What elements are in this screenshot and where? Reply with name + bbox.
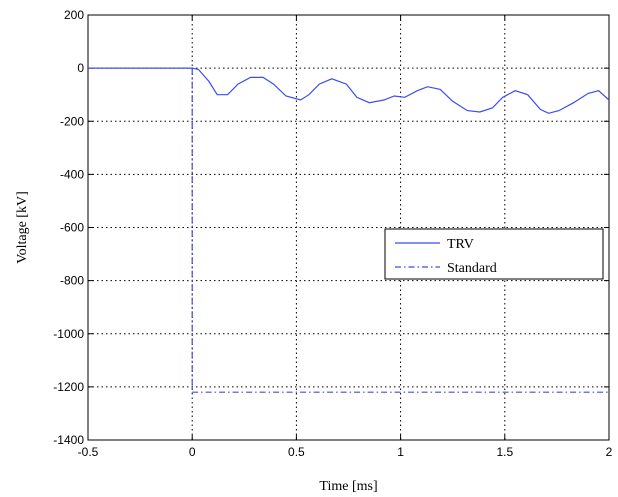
legend-box	[384, 228, 604, 280]
y-tick-label: -1000	[53, 327, 84, 341]
x-axis-title: Time [ms]	[319, 479, 377, 494]
axis-ticks: -0.5 0 0.5 1 1.5 2 200 0 -200 -400 -600 -800 -1000 -1…	[53, 8, 612, 459]
x-tick-label: 1.5	[496, 445, 513, 459]
grid	[88, 15, 609, 440]
legend: TRV Standard	[384, 228, 604, 280]
series-line-trv	[88, 67, 610, 114]
x-tick-label: 0	[189, 445, 196, 459]
x-tick-label: 1	[397, 445, 404, 459]
y-tick-label: -400	[60, 167, 84, 181]
x-tick-label: 0.5	[288, 445, 305, 459]
y-tick-label: -1400	[53, 433, 84, 447]
series-line-standard	[191, 68, 609, 393]
y-tick-label: -600	[60, 221, 84, 235]
legend-label-standard: Standard	[447, 261, 497, 276]
y-tick-label: -800	[60, 274, 84, 288]
x-tick-label: 2	[606, 445, 613, 459]
legend-label-trv: TRV	[447, 237, 474, 252]
y-axis-title: Voltage [kV]	[15, 191, 30, 263]
y-tick-label: 0	[77, 61, 84, 75]
y-tick-label: 200	[64, 8, 84, 22]
plot-area-frame	[87, 14, 610, 441]
series-group	[88, 67, 610, 393]
y-tick-label: -1200	[53, 380, 84, 394]
x-tick-label: -0.5	[78, 445, 99, 459]
y-tick-label: -200	[60, 114, 84, 128]
